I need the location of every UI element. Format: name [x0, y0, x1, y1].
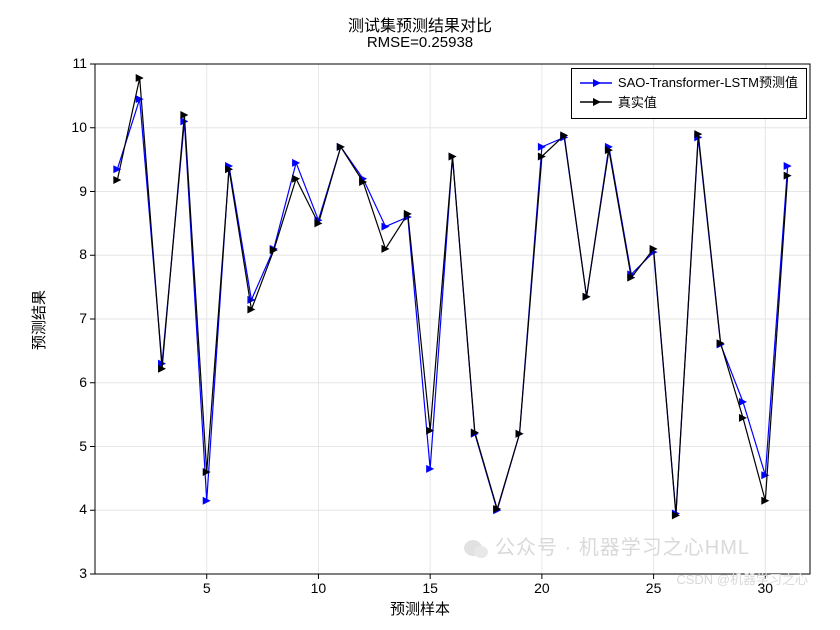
legend-item: 真实值 — [580, 93, 798, 113]
y-tick-label: 7 — [79, 310, 87, 326]
x-tick-label: 5 — [195, 580, 219, 596]
y-tick-label: 3 — [79, 565, 87, 581]
y-tick-label: 8 — [79, 246, 87, 262]
y-tick-label: 11 — [72, 55, 87, 71]
x-tick-label: 20 — [530, 580, 554, 596]
chart-legend: SAO-Transformer-LSTM预测值 真实值 — [571, 68, 807, 119]
y-tick-label: 5 — [79, 438, 87, 454]
legend-label: SAO-Transformer-LSTM预测值 — [618, 73, 798, 93]
y-tick-label: 6 — [79, 374, 87, 390]
legend-swatch-icon — [580, 95, 612, 109]
y-tick-label: 10 — [71, 119, 87, 135]
y-tick-label: 9 — [79, 183, 87, 199]
x-tick-label: 30 — [753, 580, 777, 596]
y-tick-label: 4 — [79, 501, 87, 517]
x-tick-label: 15 — [418, 580, 442, 596]
legend-item: SAO-Transformer-LSTM预测值 — [580, 73, 798, 93]
x-tick-label: 10 — [306, 580, 330, 596]
legend-label: 真实值 — [618, 93, 657, 113]
legend-swatch-icon — [580, 76, 612, 90]
x-tick-label: 25 — [642, 580, 666, 596]
